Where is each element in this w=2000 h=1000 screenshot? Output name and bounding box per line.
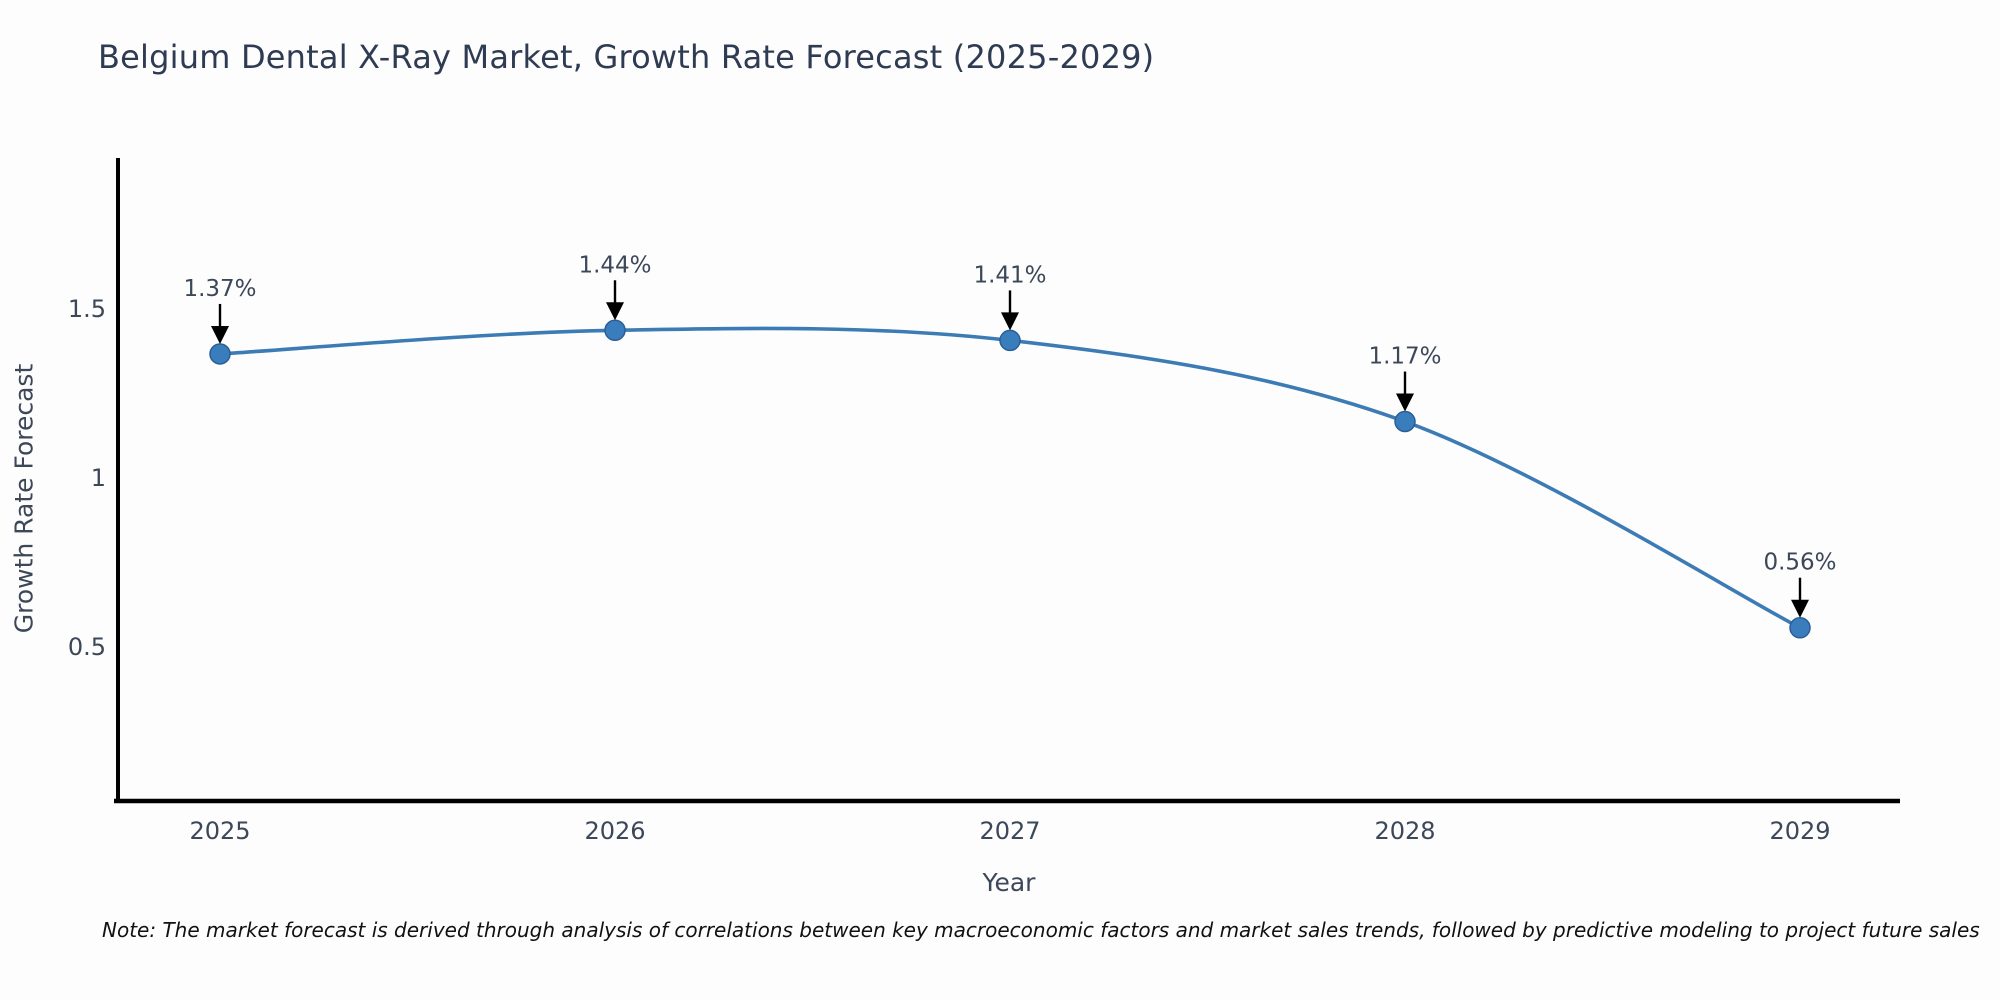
x-tick-label: 2028 <box>1374 817 1435 845</box>
y-tick-label: 1 <box>91 464 106 492</box>
data-point-label: 1.37% <box>183 276 256 302</box>
data-point-label: 1.17% <box>1368 344 1441 370</box>
chart-title: Belgium Dental X-Ray Market, Growth Rate… <box>98 38 1155 76</box>
annotation-arrow-head <box>211 325 229 344</box>
data-point-label: 1.44% <box>578 252 651 278</box>
x-axis-title: Year <box>982 868 1036 897</box>
data-point-marker <box>604 319 626 342</box>
y-tick-label: 1.5 <box>68 295 106 323</box>
data-point-marker <box>999 329 1021 352</box>
annotation-arrow-head <box>1001 312 1019 331</box>
data-point-label: 1.41% <box>973 262 1046 288</box>
data-point-marker <box>1394 410 1416 433</box>
footnote: Note: The market forecast is derived thr… <box>102 918 1980 942</box>
x-tick-label: 2029 <box>1769 817 1830 845</box>
annotation-arrow-head <box>1396 393 1414 412</box>
forecast-line <box>218 326 1802 630</box>
data-point-marker <box>209 343 231 365</box>
x-tick-label: 2026 <box>584 817 645 845</box>
annotation-arrow-head <box>1791 599 1809 618</box>
y-tick-label: 0.5 <box>68 633 106 661</box>
y-axis-title: Growth Rate Forecast <box>9 363 39 634</box>
annotation-arrow-head <box>606 302 624 321</box>
data-point-label: 0.56% <box>1763 550 1836 576</box>
x-tick-label: 2025 <box>189 817 250 845</box>
x-tick-label: 2027 <box>979 817 1040 845</box>
data-point-marker <box>1789 616 1811 639</box>
